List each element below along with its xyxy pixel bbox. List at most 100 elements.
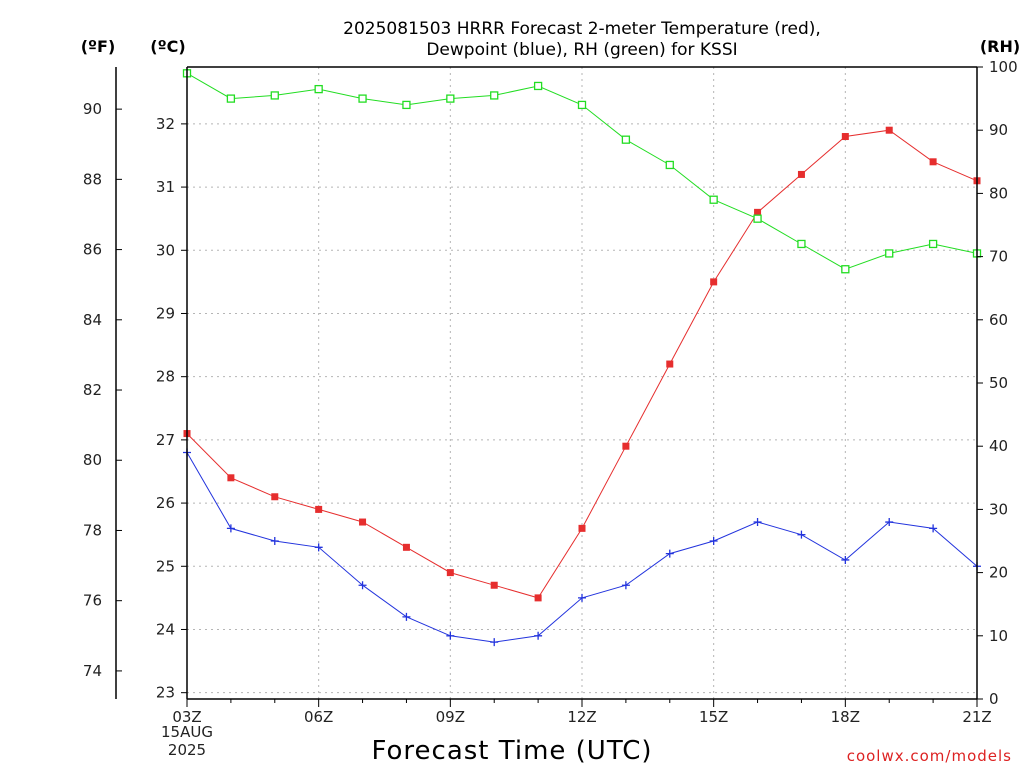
x-tick-label: 15Z xyxy=(699,708,728,726)
rh-tick-label: 70 xyxy=(989,248,1008,266)
temperature-point xyxy=(271,493,279,501)
fahrenheit-tick-label: 80 xyxy=(83,451,102,469)
celsius-unit-label: (ºC) xyxy=(150,37,185,56)
rh-point xyxy=(314,84,323,94)
celsius-tick-label: 31 xyxy=(156,178,175,196)
rh-point xyxy=(885,249,894,258)
fahrenheit-tick-label: 78 xyxy=(83,521,102,539)
temperature-point xyxy=(446,569,454,577)
rh-point xyxy=(797,239,806,249)
fahrenheit-tick-label: 82 xyxy=(83,381,102,399)
rh-point xyxy=(270,91,279,100)
credit-label: coolwx.com/models xyxy=(847,747,1012,765)
rh-tick-label: 90 xyxy=(989,121,1008,139)
temperature-point xyxy=(666,360,674,368)
dewpoint-point xyxy=(929,524,938,533)
temperature-point xyxy=(929,158,937,166)
date-label-day: 15AUG xyxy=(161,723,213,741)
labels-layer: 2025081503 HRRR Forecast 2-meter Tempera… xyxy=(81,19,1020,766)
x-tick-label: 03Z xyxy=(172,708,201,726)
fahrenheit-unit-label: (ºF) xyxy=(81,37,116,56)
rh-point xyxy=(226,94,236,103)
date-label-year: 2025 xyxy=(168,741,206,759)
dewpoint-point xyxy=(314,543,323,552)
dewpoint-point xyxy=(885,518,894,527)
dewpoint-point xyxy=(534,631,543,640)
celsius-tick-label: 27 xyxy=(156,431,175,449)
dewpoint-point xyxy=(665,549,674,558)
fahrenheit-tick-label: 84 xyxy=(83,311,102,329)
dewpoint-point xyxy=(797,530,806,539)
rh-tick-label: 60 xyxy=(989,311,1008,329)
celsius-tick-label: 24 xyxy=(156,620,175,638)
rh-tick-label: 100 xyxy=(989,58,1018,76)
fahrenheit-tick-label: 90 xyxy=(83,100,102,118)
temperature-point xyxy=(359,518,367,526)
temperature-point xyxy=(710,278,718,286)
celsius-tick-label: 29 xyxy=(156,304,175,322)
temperature-point xyxy=(797,170,805,178)
grid-layer xyxy=(187,67,977,699)
temperature-point xyxy=(534,594,542,602)
dewpoint-point xyxy=(753,518,762,527)
temperature-point xyxy=(315,505,323,513)
celsius-tick-label: 23 xyxy=(156,684,175,702)
rh-point xyxy=(841,265,850,274)
rh-point xyxy=(709,195,718,204)
dewpoint-point xyxy=(841,555,850,564)
x-tick-label: 18Z xyxy=(831,708,860,726)
temperature-point xyxy=(490,581,498,589)
temperature-point xyxy=(578,524,586,532)
dewpoint-point xyxy=(578,593,586,602)
x-tick-label: 09Z xyxy=(436,708,465,726)
chart-title-line1: 2025081503 HRRR Forecast 2-meter Tempera… xyxy=(343,19,821,39)
rh-point xyxy=(358,94,367,103)
dewpoint-point xyxy=(226,524,235,533)
dewpoint-point xyxy=(402,612,411,621)
rh-point xyxy=(577,100,587,110)
dewpoint-point xyxy=(270,537,279,545)
celsius-tick-label: 28 xyxy=(156,368,175,386)
x-tick-label: 06Z xyxy=(304,708,333,726)
celsius-tick-label: 26 xyxy=(156,494,175,512)
celsius-tick-label: 32 xyxy=(156,115,175,133)
dewpoint-point xyxy=(621,581,630,590)
series-layer xyxy=(182,69,982,647)
dewpoint-point xyxy=(446,631,455,640)
x-axis-title: Forecast Time (UTC) xyxy=(371,736,652,766)
rh-point xyxy=(928,239,938,249)
fahrenheit-tick-label: 88 xyxy=(83,170,102,188)
dewpoint-point xyxy=(709,537,718,545)
fahrenheit-tick-label: 76 xyxy=(83,592,102,610)
rh-point xyxy=(621,135,631,144)
temperature-point xyxy=(227,474,235,482)
temperature-point xyxy=(754,208,762,216)
temperature-point xyxy=(841,133,849,141)
x-tick-label: 12Z xyxy=(567,708,596,726)
dewpoint-point xyxy=(490,638,499,647)
rh-tick-label: 40 xyxy=(989,437,1008,455)
fahrenheit-tick-label: 86 xyxy=(83,241,102,259)
temperature-point xyxy=(622,442,630,450)
dewpoint-point xyxy=(358,581,367,590)
rh-point xyxy=(490,91,499,100)
fahrenheit-tick-label: 74 xyxy=(83,662,102,680)
celsius-tick-label: 25 xyxy=(156,557,175,575)
rh-tick-label: 50 xyxy=(989,374,1008,392)
rh-point xyxy=(665,160,674,170)
axes-layer: 23 24 25 26 27 28 29 30 31 32 74 76 78 80 82 84 86 88 90 0 1… xyxy=(83,58,1018,726)
rh-point xyxy=(533,81,543,91)
rh-tick-label: 0 xyxy=(989,690,999,708)
rh-point xyxy=(753,214,762,223)
chart-title-line2: Dewpoint (blue), RH (green) for KSSI xyxy=(426,40,737,60)
rh-tick-label: 30 xyxy=(989,500,1008,518)
x-tick-label: 21Z xyxy=(962,708,991,726)
rh-unit-label: (RH) xyxy=(980,37,1020,56)
rh-point xyxy=(446,94,455,103)
rh-point xyxy=(402,100,411,110)
rh-tick-label: 10 xyxy=(989,627,1008,645)
rh-tick-label: 80 xyxy=(989,184,1008,202)
temperature-point xyxy=(885,126,893,134)
celsius-tick-label: 30 xyxy=(156,241,175,259)
